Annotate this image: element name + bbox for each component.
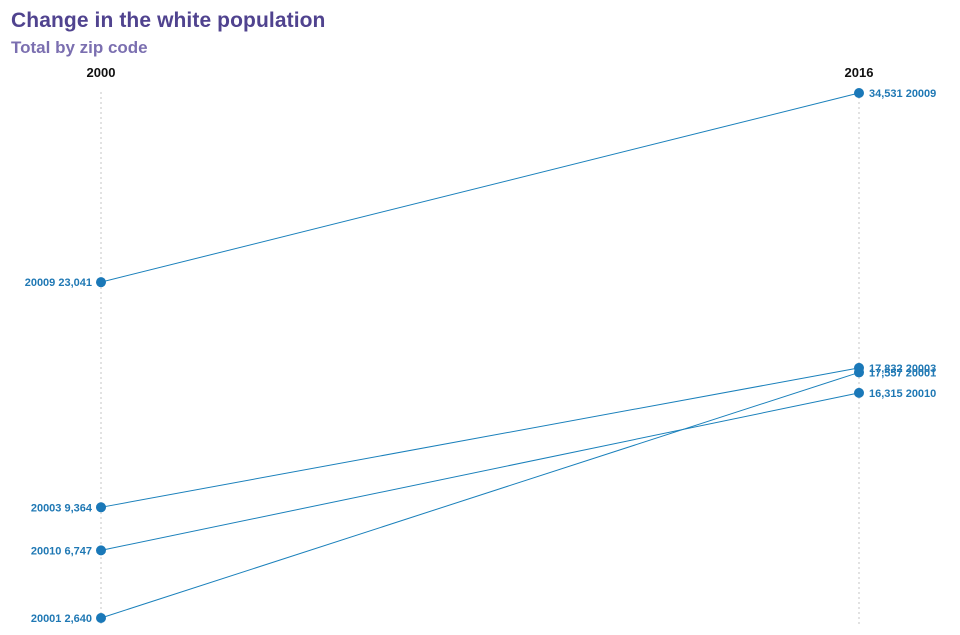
point-20009-2000 (96, 277, 106, 288)
slope-line-20003 (100, 367, 860, 508)
point-20003-2000 (96, 502, 106, 513)
column-label-2016: 2016 (845, 65, 874, 80)
label-20009-2000: 20009 23,041 (25, 277, 92, 289)
column-label-2000: 2000 (87, 65, 116, 80)
label-20010-2016: 16,315 20010 (869, 388, 936, 400)
label-20010-2000: 20010 6,747 (31, 545, 92, 557)
slope-line-20009 (100, 92, 860, 283)
point-20001-2000 (96, 613, 106, 623)
label-20003-2016: 17,832 20003 (869, 363, 936, 375)
point-20010-2016 (854, 387, 864, 398)
slope-line-20001 (100, 371, 860, 619)
label-20001-2016: 17,557 20001 (869, 367, 936, 379)
chart-subtitle: Total by zip code (11, 38, 148, 57)
label-20009-2016: 34,531 20009 (869, 88, 936, 100)
slope-line-20010 (100, 392, 860, 551)
label-20003-2000: 20003 9,364 (31, 502, 93, 514)
point-20009-2016 (854, 88, 864, 98)
chart-title: Change in the white population (11, 9, 326, 32)
point-20010-2000 (96, 545, 106, 556)
point-20001-2016 (854, 367, 864, 378)
label-20001-2000: 20001 2,640 (31, 613, 92, 625)
